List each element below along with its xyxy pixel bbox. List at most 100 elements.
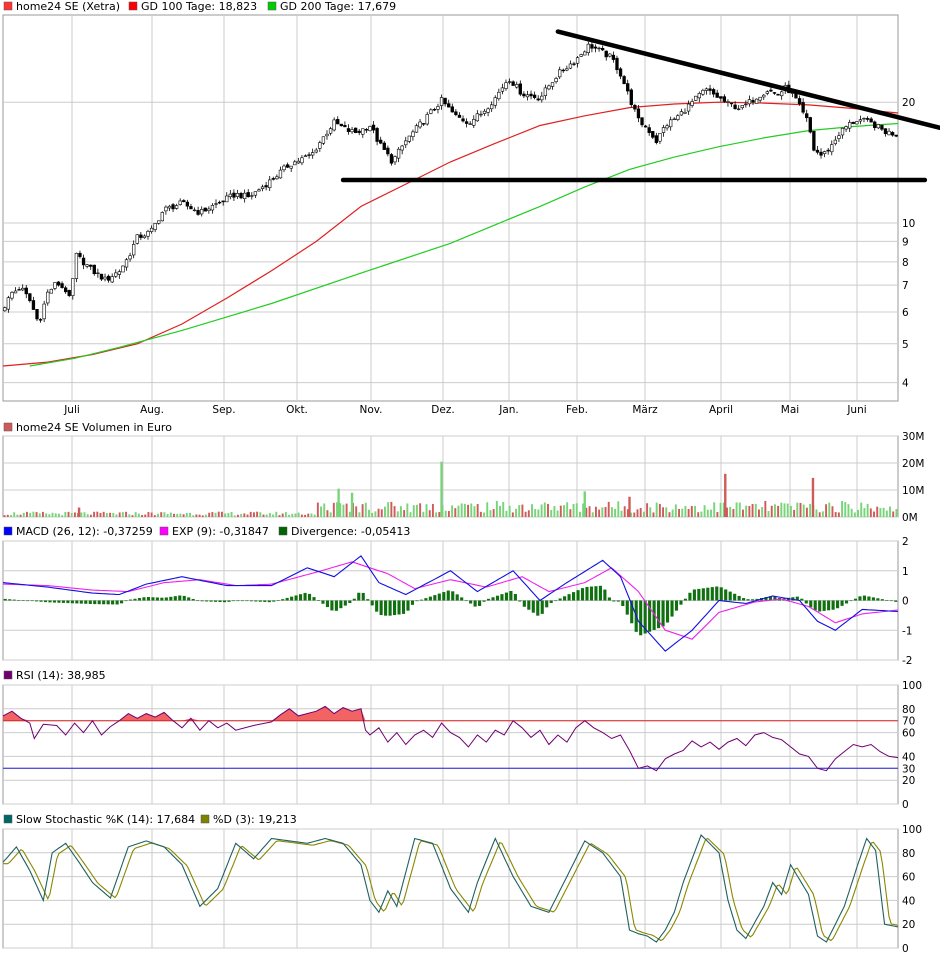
divergence-bar <box>272 600 276 602</box>
divergence-bar <box>742 598 746 601</box>
stoch-ytick-1: 20 <box>902 919 915 931</box>
candle-body <box>42 303 46 320</box>
divergence-bar <box>285 597 289 601</box>
divergence-bar <box>12 599 16 601</box>
volume-bar <box>630 512 633 517</box>
volume-spike-3 <box>350 492 354 517</box>
divergence-bar <box>437 593 441 601</box>
candle-body <box>629 89 633 105</box>
candle-body <box>210 205 215 211</box>
divergence-bar <box>822 600 826 611</box>
volume-bar <box>457 505 460 517</box>
candle-body <box>683 111 687 114</box>
volume-bar <box>173 513 175 517</box>
volume-bar <box>655 502 658 517</box>
divergence-bar <box>88 600 92 604</box>
volume-bar <box>866 503 869 517</box>
volume-bar <box>134 512 137 517</box>
volume-bar <box>742 509 744 517</box>
divergence-bar <box>312 597 316 601</box>
volume-bar <box>409 512 412 517</box>
candle-body <box>436 106 440 110</box>
volume-bar <box>243 513 246 517</box>
volume-bar <box>626 509 629 517</box>
candle-body <box>830 144 834 153</box>
divergence-bar <box>876 598 880 601</box>
candle-body <box>608 53 612 57</box>
volume-bar <box>19 514 22 517</box>
volume-legend-label: home24 SE Volumen in Euro <box>16 421 172 434</box>
volume-bar <box>220 511 223 517</box>
candle-body <box>121 265 125 273</box>
rsi-ytick-5: 70 <box>902 716 915 728</box>
candle-body <box>153 223 157 230</box>
exp-line <box>2 561 899 640</box>
divergence-bar <box>750 599 755 601</box>
candle-body <box>167 205 172 209</box>
candle-body <box>393 156 397 163</box>
volume-bar <box>320 506 323 517</box>
volume-bar <box>150 512 153 517</box>
candle-body <box>890 132 895 136</box>
candle-body <box>701 90 705 95</box>
volume-y-axis: 0M 10M 20M 30M <box>902 431 924 524</box>
macd-ytick-4: 2 <box>902 536 909 548</box>
volume-bar <box>879 508 882 517</box>
volume-bar <box>323 503 326 517</box>
macd-legend-label-0: MACD (26, 12): -0,37259 <box>16 525 153 538</box>
volume-bar <box>380 509 383 517</box>
volume-bar <box>412 505 415 517</box>
stoch-legend-label-0: Slow Stochastic %K (14): 17,684 <box>16 813 195 826</box>
volume-bar <box>761 507 764 517</box>
divergence-bar <box>688 592 692 601</box>
volume-bar <box>345 503 348 517</box>
divergence-bar <box>213 600 218 602</box>
candle-body <box>17 289 21 291</box>
volume-bar <box>754 503 757 517</box>
candle-body <box>92 264 96 275</box>
divergence-bar <box>612 600 616 602</box>
volume-bar <box>125 511 128 517</box>
volume-bar <box>214 512 217 517</box>
volume-bar <box>662 507 665 517</box>
stochastic-panel: Slow Stochastic %K (14): 17,684 %D (3): … <box>2 813 922 955</box>
divergence-bar <box>397 600 401 615</box>
volume-bar <box>41 511 44 517</box>
volume-bar <box>339 503 342 517</box>
candle-body <box>600 47 605 51</box>
volume-bar <box>105 513 108 517</box>
rsi-ytick-1: 20 <box>902 775 915 787</box>
divergence-bar <box>639 600 643 636</box>
volume-bar <box>329 512 332 517</box>
candle-body <box>396 148 401 159</box>
candle-body <box>160 212 164 222</box>
candle-body <box>375 128 379 142</box>
divergence-bar <box>236 600 240 602</box>
candle-body <box>264 185 268 188</box>
stoch-k-line <box>2 834 899 943</box>
divergence-bar <box>254 600 258 602</box>
volume-bar <box>240 513 243 517</box>
candle-body <box>536 98 540 101</box>
volume-bar <box>502 501 505 517</box>
candle-body <box>840 127 845 136</box>
candle-body <box>196 210 200 215</box>
divergence-bar <box>97 600 101 605</box>
volume-bar <box>451 505 454 517</box>
candle-body <box>547 85 551 90</box>
divergence-bar <box>643 600 647 634</box>
candle-body <box>808 117 812 133</box>
candle-body <box>493 97 497 106</box>
candle-body <box>729 102 734 105</box>
volume-bar <box>543 502 546 517</box>
candle-body <box>250 195 254 197</box>
divergence-bar <box>880 599 884 601</box>
divergence-bar <box>294 595 298 601</box>
divergence-bar <box>401 600 406 614</box>
divergence-bar <box>813 600 817 611</box>
divergence-bar <box>460 597 464 601</box>
candle-body <box>697 93 701 99</box>
macd-ytick-0: -2 <box>902 655 912 667</box>
month-label-3: Okt. <box>286 404 308 416</box>
volume-bar <box>601 507 604 517</box>
